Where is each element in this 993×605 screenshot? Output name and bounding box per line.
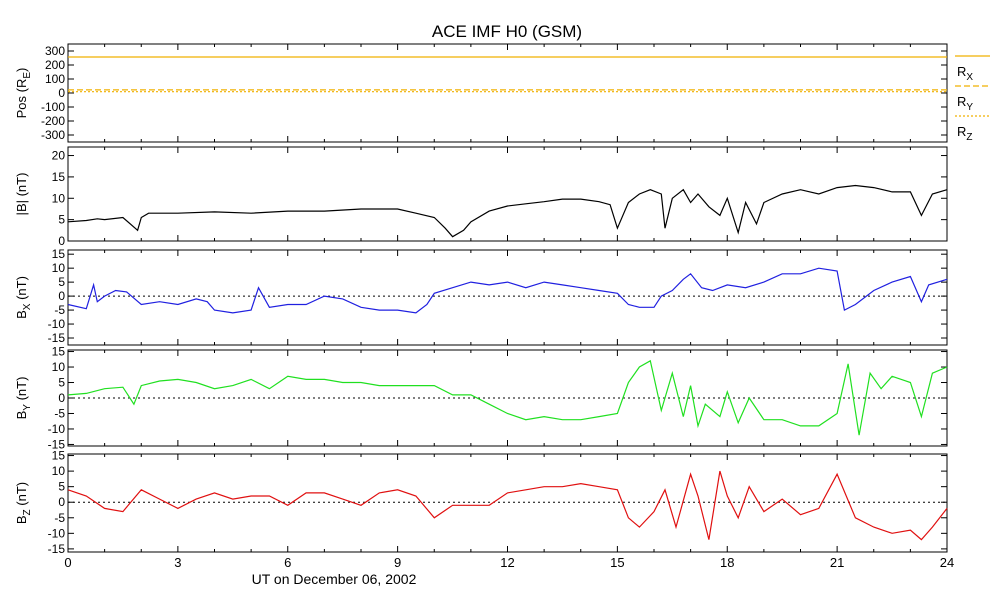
x-tick-label: 9 — [394, 555, 401, 570]
y-axis-label: |B| (nT) — [14, 173, 29, 216]
y-tick-label: 0 — [58, 86, 65, 100]
y-tick-label: 15 — [52, 247, 66, 261]
x-tick-label: 24 — [940, 555, 954, 570]
x-tick-label: 21 — [830, 555, 844, 570]
y-tick-label: -10 — [48, 526, 66, 540]
y-axis-label: BY (nT) — [14, 377, 33, 420]
x-tick-label: 18 — [720, 555, 734, 570]
x-tick-label: 3 — [174, 555, 181, 570]
panel-frame — [67, 43, 948, 143]
x-tick-label: 15 — [610, 555, 624, 570]
y-tick-label: 15 — [52, 345, 66, 359]
y-tick-label: 15 — [52, 170, 66, 184]
y-tick-label: 10 — [52, 360, 66, 374]
y-tick-label: 10 — [52, 464, 66, 478]
y-axis-label: BX (nT) — [14, 276, 33, 319]
x-axis-label: UT on December 06, 2002 — [252, 571, 417, 587]
y-tick-label: -5 — [54, 511, 65, 525]
y-tick-label: -300 — [41, 128, 65, 142]
series-b — [67, 184, 948, 238]
series-bz — [67, 470, 948, 541]
y-tick-label: 0 — [58, 495, 65, 509]
y-tick-label: 0 — [58, 234, 65, 248]
legend-label: RY — [957, 94, 973, 113]
x-tick-label: 12 — [500, 555, 514, 570]
legend-label: RZ — [957, 124, 973, 143]
chart-title: ACE IMF H0 (GSM) — [432, 22, 582, 41]
y-tick-label: -15 — [48, 437, 66, 451]
y-axis-label: BZ (nT) — [14, 482, 33, 524]
y-tick-label: -10 — [48, 422, 66, 436]
legend: RX RY RZ — [955, 55, 990, 143]
panel-frame — [67, 453, 948, 553]
series-bx — [67, 267, 948, 314]
panel-b: 20 15 10 5 0 |B| (nT) — [14, 146, 948, 248]
panel-frame — [67, 146, 948, 242]
y-tick-label: -10 — [48, 317, 66, 331]
y-tick-label: -15 — [48, 331, 66, 345]
x-tick-label: 0 — [64, 555, 71, 570]
y-tick-label: 100 — [45, 72, 65, 86]
y-tick-label: 10 — [52, 261, 66, 275]
y-tick-label: 5 — [58, 275, 65, 289]
y-tick-label: 10 — [52, 191, 66, 205]
y-axis-label: Pos (RE) — [14, 68, 33, 119]
y-tick-label: 5 — [58, 213, 65, 227]
y-tick-label: -15 — [48, 542, 66, 556]
y-tick-label: 5 — [58, 376, 65, 390]
y-tick-label: -5 — [54, 406, 65, 420]
panel-frame — [67, 249, 948, 346]
series-by — [67, 359, 948, 436]
y-tick-label: 0 — [58, 289, 65, 303]
y-tick-label: 20 — [52, 149, 66, 163]
y-tick-label: -100 — [41, 100, 65, 114]
y-tick-label: -200 — [41, 114, 65, 128]
y-tick-label: 15 — [52, 449, 66, 463]
y-tick-label: 0 — [58, 391, 65, 405]
y-tick-label: 300 — [45, 44, 65, 58]
y-tick-label: 5 — [58, 480, 65, 494]
y-tick-label: 200 — [45, 58, 65, 72]
legend-label: RX — [957, 64, 973, 83]
y-tick-label: -5 — [54, 303, 65, 317]
x-tick-label: 6 — [284, 555, 291, 570]
x-axis: 0 3 6 9 12 15 18 21 24 — [64, 555, 954, 570]
